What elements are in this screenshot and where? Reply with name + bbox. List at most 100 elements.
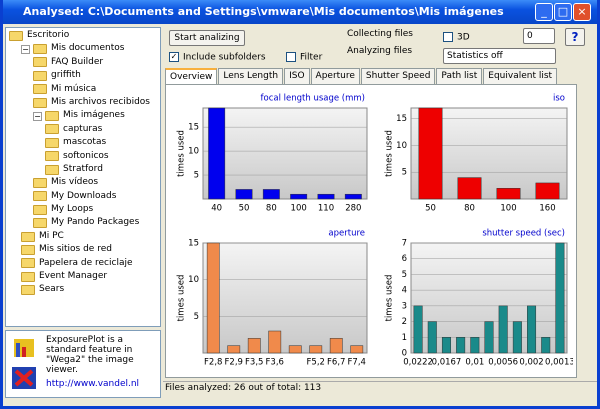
folder-icon bbox=[33, 44, 47, 55]
y-tick-label: 4 bbox=[402, 286, 407, 296]
y-tick-label: 6 bbox=[402, 254, 407, 264]
folder-icon bbox=[21, 258, 35, 269]
tree-node[interactable]: FAQ Builder bbox=[6, 56, 160, 69]
tree-node[interactable]: mascotas bbox=[6, 136, 160, 149]
tree-label: Mi música bbox=[51, 83, 97, 94]
y-tick-label: 5 bbox=[194, 312, 199, 322]
x-tick-label: 100 bbox=[500, 204, 516, 214]
bar bbox=[427, 321, 437, 354]
tree-node[interactable]: Mi música bbox=[6, 83, 160, 96]
x-tick-label: F6,7 bbox=[327, 358, 345, 368]
x-tick-label: 0,002 bbox=[519, 358, 543, 368]
tree-node[interactable]: Escritorio bbox=[6, 29, 160, 42]
tree-node[interactable]: griffith bbox=[6, 69, 160, 82]
minimize-button[interactable]: _ bbox=[535, 3, 553, 21]
info-link[interactable]: http://www.vandel.nl bbox=[46, 379, 140, 389]
y-tick-label: 5 bbox=[194, 171, 199, 181]
tree-node[interactable]: Event Manager bbox=[6, 270, 160, 283]
bar bbox=[527, 305, 537, 354]
tree-label: FAQ Builder bbox=[51, 56, 104, 67]
x-tick-label: F3,6 bbox=[266, 358, 284, 368]
x-tick-label: F2,9 bbox=[225, 358, 243, 368]
bar bbox=[496, 188, 521, 200]
folder-icon bbox=[33, 204, 47, 215]
bar bbox=[498, 305, 508, 354]
tab[interactable]: Shutter Speed bbox=[360, 68, 436, 84]
bar bbox=[535, 182, 560, 200]
tree-node[interactable]: capturas bbox=[6, 123, 160, 136]
tree-label: mascotas bbox=[63, 137, 107, 148]
tree-node[interactable]: − Mis imágenes bbox=[6, 109, 160, 122]
tree-node[interactable]: Mis sitios de red bbox=[6, 243, 160, 256]
include-subfolders[interactable]: ✓ Include subfolders bbox=[169, 52, 266, 63]
info-box: ExposurePlot is a standard feature in "W… bbox=[5, 330, 161, 398]
x-tick-label: F3,5 bbox=[245, 358, 263, 368]
tree-node[interactable]: − Mis documentos bbox=[6, 42, 160, 55]
tree-label: Mis vídeos bbox=[51, 177, 99, 188]
x-tick-label: 280 bbox=[345, 204, 361, 214]
spin-input[interactable]: 0 bbox=[523, 28, 555, 44]
folder-icon bbox=[21, 231, 35, 242]
tree-node[interactable]: Mis archivos recibidos bbox=[6, 96, 160, 109]
start-button[interactable]: Start analizing bbox=[169, 30, 245, 46]
tree-label: Mis archivos recibidos bbox=[51, 96, 150, 107]
tab[interactable]: Lens Length bbox=[218, 68, 284, 84]
x-tick-label: 0,0167 bbox=[432, 358, 462, 368]
folder-icon bbox=[45, 137, 59, 148]
x-tick-label: 80 bbox=[266, 204, 277, 214]
bar bbox=[413, 305, 423, 354]
x-tick-label: F5,2 bbox=[307, 358, 325, 368]
tree-label: Event Manager bbox=[39, 271, 108, 282]
folder-icon bbox=[33, 177, 47, 188]
statistics-select[interactable]: Statistics off bbox=[443, 48, 556, 64]
tree-label: Mis imágenes bbox=[63, 110, 125, 121]
y-tick-label: 15 bbox=[188, 239, 199, 249]
tree-node[interactable]: Mis vídeos bbox=[6, 176, 160, 189]
tree-node[interactable]: Papelera de reciclaje bbox=[6, 257, 160, 270]
tree-node[interactable]: Mi PC bbox=[6, 230, 160, 243]
bar bbox=[484, 321, 494, 354]
tree-label: My Pando Packages bbox=[51, 217, 140, 228]
close-button[interactable]: × bbox=[573, 3, 591, 21]
tab[interactable]: Aperture bbox=[310, 68, 360, 84]
tree-label: Escritorio bbox=[27, 30, 70, 40]
bar bbox=[288, 345, 302, 354]
y-tick-label: 5 bbox=[402, 270, 407, 280]
help-button[interactable]: ? bbox=[565, 28, 585, 46]
bar bbox=[456, 337, 466, 354]
tree-node[interactable]: My Downloads bbox=[6, 190, 160, 203]
tree-label: Mis documentos bbox=[51, 43, 125, 54]
folder-icon bbox=[33, 218, 47, 229]
expander: − bbox=[21, 44, 30, 54]
maximize-button[interactable]: □ bbox=[554, 3, 572, 21]
folder-icon bbox=[45, 124, 59, 135]
title-bar: Analysed: C:\Documents and Settings\vmwa… bbox=[3, 0, 597, 24]
analyzing-label: Analyzing files bbox=[347, 46, 413, 56]
folder-tree: Escritorio − Mis documentos FAQ Builder grif… bbox=[5, 27, 161, 327]
3d-checkbox[interactable]: 3D bbox=[443, 32, 470, 43]
tree-node[interactable]: My Loops bbox=[6, 203, 160, 216]
tree-node[interactable]: Sears bbox=[6, 283, 160, 296]
x-tick-label: 0,0222 bbox=[403, 358, 433, 368]
bar bbox=[206, 242, 220, 354]
tree-node[interactable]: My Pando Packages bbox=[6, 216, 160, 229]
tab-strip: Overview Lens Length ISO Aperture Shutter Sp… bbox=[165, 68, 558, 84]
chart-title: iso bbox=[553, 94, 565, 104]
y-tick-label: 10 bbox=[396, 141, 407, 151]
tab[interactable]: Path list bbox=[436, 68, 483, 84]
chart: shutter speed (sec) times used 0 1 2 3 4 5 6 7 0,0… bbox=[377, 223, 573, 373]
x-tick-label: F2,8 bbox=[204, 358, 222, 368]
y-tick-label: 3 bbox=[402, 301, 407, 311]
y-tick-label: 15 bbox=[396, 114, 407, 124]
tree-node[interactable]: softonicos bbox=[6, 150, 160, 163]
tree-label: Sears bbox=[39, 284, 65, 295]
tab[interactable]: Overview bbox=[165, 68, 218, 84]
folder-icon bbox=[33, 84, 47, 95]
filter-checkbox[interactable]: Filter bbox=[286, 52, 322, 63]
tree-label: capturas bbox=[63, 123, 103, 134]
tab[interactable]: Equivalent list bbox=[483, 68, 558, 84]
tab[interactable]: ISO bbox=[284, 68, 310, 84]
x-tick-label: 80 bbox=[464, 204, 475, 214]
tree-node[interactable]: Stratford bbox=[6, 163, 160, 176]
